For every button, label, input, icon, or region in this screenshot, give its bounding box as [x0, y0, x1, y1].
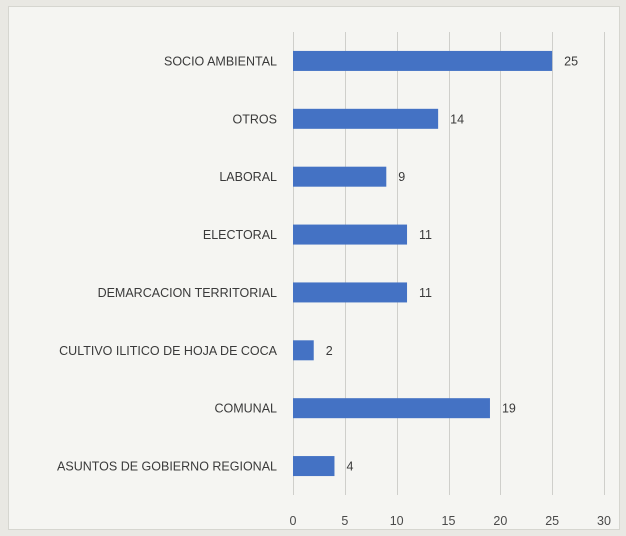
bar	[293, 282, 408, 303]
bar	[293, 456, 335, 477]
x-tick-label: 0	[290, 514, 297, 528]
bar	[293, 340, 314, 361]
x-tick-label: 10	[390, 514, 404, 528]
x-tick-label: 30	[597, 514, 611, 528]
data-label: 25	[564, 54, 578, 68]
chart-frame	[8, 6, 620, 530]
category-label: ASUNTOS DE GOBIERNO REGIONAL	[57, 460, 277, 474]
category-label: COMUNAL	[214, 402, 277, 416]
labels: 0 5 10 15 20 25 30 SOCIO AMBIENTAL 25 OTROS 14 LABO…	[57, 54, 611, 528]
x-tick-label: 20	[493, 514, 507, 528]
bar	[293, 398, 490, 419]
x-tick-label: 15	[442, 514, 456, 528]
bar	[293, 50, 553, 71]
category-label: LABORAL	[219, 170, 277, 184]
category-label: SOCIO AMBIENTAL	[164, 54, 277, 68]
data-label: 11	[419, 228, 432, 242]
gridlines	[293, 32, 605, 495]
bar	[293, 108, 439, 129]
data-label: 9	[398, 170, 405, 184]
data-label: 11	[419, 286, 432, 300]
bars	[293, 50, 553, 477]
category-label: OTROS	[233, 112, 277, 126]
x-tick-label: 5	[341, 514, 348, 528]
data-label: 4	[346, 460, 353, 474]
data-label: 19	[502, 402, 516, 416]
category-label: DEMARCACION TERRITORIAL	[98, 286, 277, 300]
category-label: CULTIVO ILITICO DE HOJA DE COCA	[59, 344, 278, 358]
bar	[293, 166, 387, 187]
category-label: ELECTORAL	[203, 228, 277, 242]
data-label: 2	[326, 344, 333, 358]
data-label: 14	[450, 112, 464, 126]
x-tick-label: 25	[545, 514, 559, 528]
bar	[293, 224, 408, 245]
